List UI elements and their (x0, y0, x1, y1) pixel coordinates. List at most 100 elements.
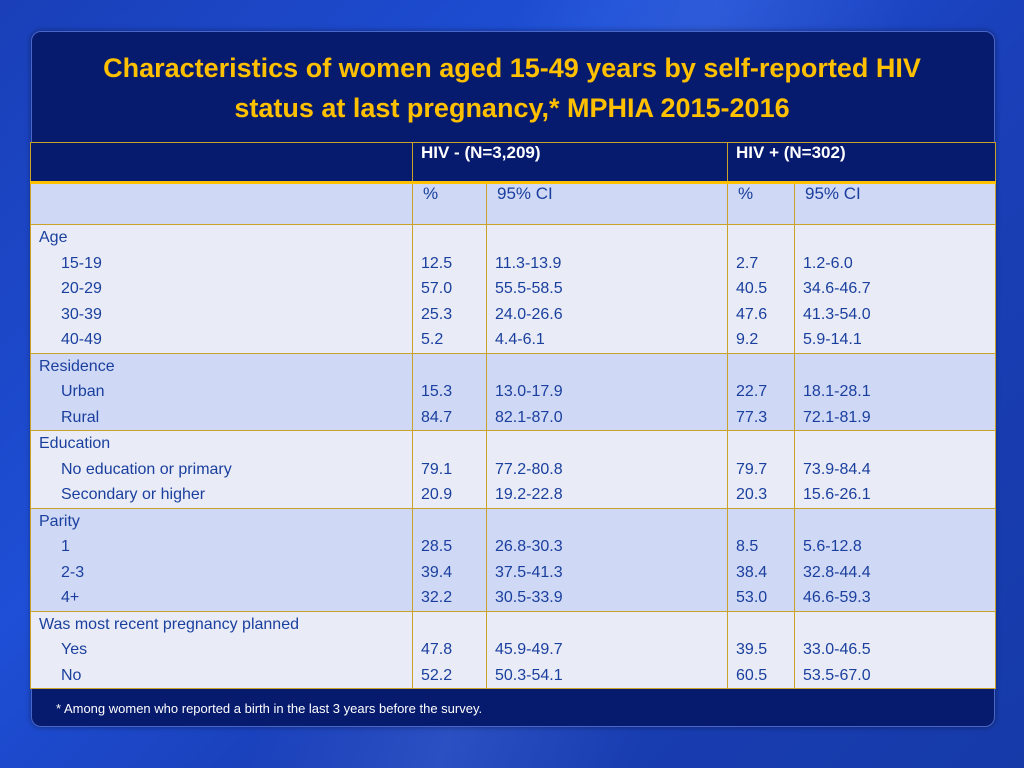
group-cell-pos-ci: 73.9-84.4 15.6-26.1 (794, 430, 997, 509)
spacer-line (736, 431, 794, 457)
value-pos-percent: 2.7 (736, 254, 759, 272)
group-cell-neg-percent: 12.5 57.0 25.3 5.2 (412, 224, 487, 354)
group-cell-pos-ci: 33.0-46.5 53.5-67.0 (794, 611, 997, 689)
spacer-line (495, 612, 727, 638)
row-label: 20-29 (61, 280, 102, 297)
group-cell-neg-ci: 45.9-49.7 50.3-54.1 (485, 611, 729, 689)
value-neg-ci: 30.5-33.9 (495, 589, 563, 606)
value-pos-ci: 72.1-81.9 (803, 408, 871, 426)
spacer-line (736, 354, 794, 380)
footnote: * Among women who reported a birth in th… (56, 701, 483, 716)
group-label: Parity (39, 512, 80, 530)
group-row: Residence Urban Rural 15.3 84.7 13.0-17.9 82.1… (30, 353, 997, 431)
group-cell-pos-percent: 2.7 40.5 47.6 9.2 (727, 224, 796, 354)
value-pos-percent: 47.6 (736, 305, 768, 323)
value-pos-ci: 15.6-26.1 (803, 486, 871, 503)
group-cell-neg-percent: 28.5 39.4 32.2 (412, 508, 487, 612)
value-neg-percent: 28.5 (421, 538, 453, 555)
group-cell-neg-ci: 77.2-80.8 19.2-22.8 (485, 430, 729, 509)
group-cell-neg-percent: 47.8 52.2 (412, 611, 487, 689)
group-row: Education No education or primary Secondar… (30, 430, 997, 509)
title-line-2: status at last pregnancy,* MPHIA 2015-20… (234, 93, 790, 123)
value-neg-percent: 79.1 (421, 460, 453, 478)
group-cell-pos-ci: 1.2-6.0 34.6-46.7 41.3-54.0 5.9-14.1 (794, 224, 997, 354)
value-pos-ci: 5.6-12.8 (803, 538, 862, 555)
value-neg-ci: 55.5-58.5 (495, 280, 563, 297)
value-pos-ci: 18.1-28.1 (803, 383, 871, 400)
header-row-groups: HIV - (N=3,209) HIV + (N=302) (30, 142, 997, 184)
value-neg-ci: 4.4-6.1 (495, 331, 545, 348)
value-pos-percent: 20.3 (736, 486, 768, 503)
spacer-line (421, 225, 486, 251)
value-pos-ci: 32.8-44.4 (803, 563, 871, 581)
value-pos-percent: 9.2 (736, 331, 759, 348)
value-pos-ci: 46.6-59.3 (803, 589, 871, 606)
spacer-line (421, 509, 486, 535)
subheader-pos-percent: % (727, 182, 796, 225)
group-cell-label: Parity 1 2-3 4+ (30, 508, 413, 612)
group-cell-label: Residence Urban Rural (30, 353, 413, 431)
value-neg-percent: 84.7 (421, 408, 453, 426)
value-neg-ci: 26.8-30.3 (495, 538, 563, 555)
value-pos-percent: 39.5 (736, 641, 768, 658)
characteristics-table: HIV - (N=3,209) HIV + (N=302) % 95% CI %… (30, 142, 997, 689)
value-neg-ci: 50.3-54.1 (495, 666, 563, 684)
group-cell-pos-ci: 18.1-28.1 72.1-81.9 (794, 353, 997, 431)
spacer-line (495, 431, 727, 457)
value-neg-ci: 11.3-13.9 (495, 254, 562, 272)
spacer-line (736, 225, 794, 251)
group-cell-pos-percent: 39.5 60.5 (727, 611, 796, 689)
value-neg-percent: 47.8 (421, 641, 453, 658)
slide-title: Characteristics of women aged 15-49 year… (31, 48, 993, 128)
header-blank-cell (30, 142, 413, 184)
header-hiv-negative: HIV - (N=3,209) (411, 142, 729, 184)
value-neg-percent: 20.9 (421, 486, 453, 503)
spacer-line (495, 354, 727, 380)
group-cell-pos-percent: 79.7 20.3 (727, 430, 796, 509)
value-neg-percent: 32.2 (421, 589, 453, 606)
spacer-line (803, 612, 995, 638)
value-pos-percent: 38.4 (736, 563, 768, 581)
value-pos-ci: 53.5-67.0 (803, 666, 871, 684)
value-pos-ci: 33.0-46.5 (803, 641, 871, 658)
value-neg-ci: 82.1-87.0 (495, 408, 563, 426)
spacer-line (803, 509, 995, 535)
row-label: No (61, 666, 82, 684)
value-pos-percent: 22.7 (736, 383, 768, 400)
group-cell-pos-percent: 22.7 77.3 (727, 353, 796, 431)
row-label: Secondary or higher (61, 486, 206, 503)
group-cell-label: Education No education or primary Secondar… (30, 430, 413, 509)
value-neg-percent: 52.2 (421, 666, 453, 684)
spacer-line (421, 354, 486, 380)
value-neg-percent: 15.3 (421, 383, 453, 400)
group-label: Age (39, 229, 68, 246)
value-neg-ci: 13.0-17.9 (495, 383, 563, 400)
spacer-line (495, 225, 727, 251)
row-label: No education or primary (61, 460, 232, 478)
group-cell-neg-percent: 79.1 20.9 (412, 430, 487, 509)
value-pos-percent: 8.5 (736, 538, 759, 555)
value-neg-ci: 37.5-41.3 (495, 563, 563, 581)
group-row: Age 15-19 20-29 30-39 40-49 12.5 57.0 25.3 5.2 11… (30, 224, 997, 354)
value-pos-percent: 77.3 (736, 408, 768, 426)
subheader-pos-ci: 95% CI (794, 182, 997, 225)
row-label: 4+ (61, 589, 80, 606)
spacer-line (495, 509, 727, 535)
value-neg-percent: 12.5 (421, 254, 453, 272)
spacer-line (421, 431, 486, 457)
value-neg-percent: 39.4 (421, 563, 453, 581)
header-row-measures: % 95% CI % 95% CI (30, 182, 997, 225)
value-neg-ci: 77.2-80.8 (495, 460, 563, 478)
value-pos-ci: 41.3-54.0 (803, 305, 871, 323)
group-label: Education (39, 435, 111, 452)
value-pos-ci: 73.9-84.4 (803, 460, 871, 478)
group-cell-label: Age 15-19 20-29 30-39 40-49 (30, 224, 413, 354)
value-pos-percent: 53.0 (736, 589, 768, 606)
subheader-neg-ci: 95% CI (485, 182, 729, 225)
group-cell-neg-ci: 26.8-30.3 37.5-41.3 30.5-33.9 (485, 508, 729, 612)
row-label: Rural (61, 408, 100, 426)
row-label: 30-39 (61, 305, 102, 323)
value-neg-ci: 24.0-26.6 (495, 305, 563, 323)
group-cell-label: Was most recent pregnancy planned Yes No (30, 611, 413, 689)
spacer-line (736, 612, 794, 638)
